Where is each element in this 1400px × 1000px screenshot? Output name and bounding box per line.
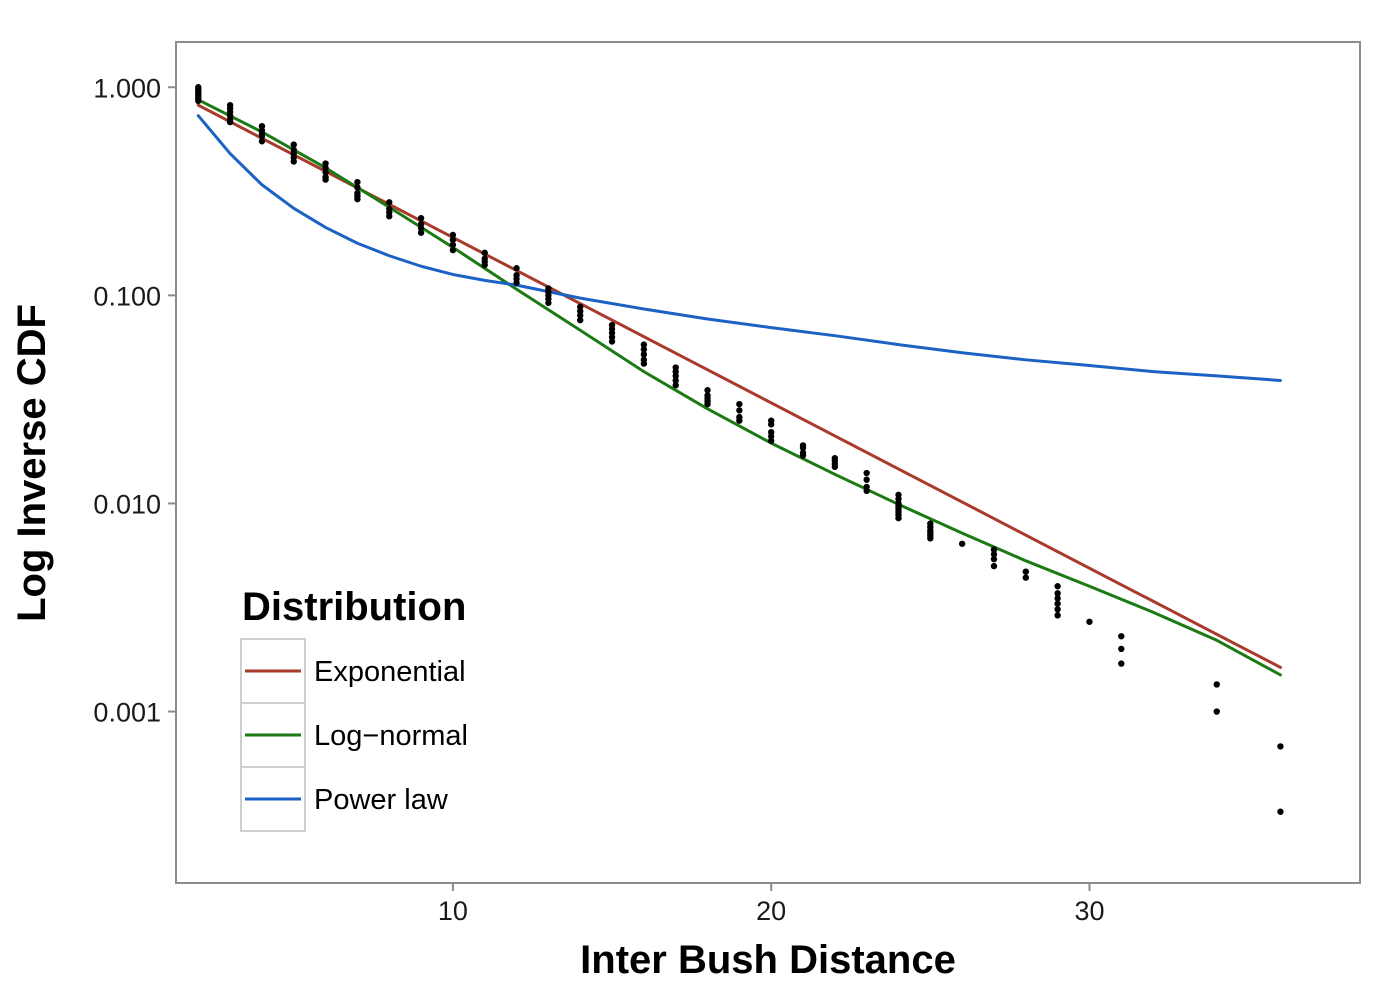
data-point xyxy=(767,433,775,440)
data-point xyxy=(417,225,425,232)
data-point xyxy=(545,299,552,307)
data-point xyxy=(449,236,457,243)
data-point xyxy=(1277,743,1284,750)
data-point xyxy=(608,338,616,345)
data-point xyxy=(322,164,329,172)
data-point xyxy=(640,346,648,353)
data-point xyxy=(226,118,234,126)
data-point xyxy=(863,487,870,495)
data-point xyxy=(640,351,648,358)
data-point xyxy=(1213,708,1220,715)
data-point xyxy=(386,199,393,206)
data-point xyxy=(386,213,393,220)
data-point xyxy=(258,133,266,140)
data-point xyxy=(799,444,807,452)
data-point xyxy=(354,184,361,191)
data-point xyxy=(577,312,584,319)
data-point xyxy=(1086,618,1093,625)
x-tick-label: 30 xyxy=(1074,896,1104,926)
data-point xyxy=(1118,633,1125,640)
data-point xyxy=(354,178,361,186)
data-point xyxy=(1054,590,1061,597)
x-axis: 10 20 30 xyxy=(438,883,1104,926)
data-point xyxy=(449,241,457,248)
series-line-exponential xyxy=(196,103,1282,669)
points-layer xyxy=(195,84,1284,815)
data-point xyxy=(704,400,711,408)
data-point xyxy=(799,452,807,459)
data-point xyxy=(1118,660,1125,667)
data-point xyxy=(354,195,361,203)
y-axis: 1.000 0.100 0.010 0.001 xyxy=(93,73,176,728)
data-point xyxy=(417,214,425,222)
series-line-power-law xyxy=(196,114,1282,382)
data-point xyxy=(258,138,266,145)
legend-label-power-law: Power law xyxy=(314,784,449,816)
data-point xyxy=(481,261,488,269)
data-point xyxy=(767,437,775,445)
data-point xyxy=(195,97,202,105)
data-point xyxy=(736,407,743,414)
x-tick-label: 10 xyxy=(438,896,468,926)
data-point xyxy=(1213,681,1220,688)
data-point xyxy=(895,514,902,522)
y-axis-title: Log Inverse CDF xyxy=(10,304,54,622)
data-point xyxy=(1118,645,1125,653)
y-tick-label: 1.000 xyxy=(93,73,161,103)
data-point xyxy=(672,382,679,389)
data-point xyxy=(417,229,425,236)
data-point xyxy=(290,141,297,148)
data-point xyxy=(927,535,934,542)
data-point xyxy=(481,249,488,257)
data-point xyxy=(990,546,998,553)
data-point xyxy=(322,169,329,176)
series-layer xyxy=(196,98,1282,677)
data-point xyxy=(577,307,584,315)
data-point xyxy=(513,265,520,272)
data-point xyxy=(704,387,711,394)
data-point xyxy=(640,341,648,348)
data-point xyxy=(895,495,902,503)
data-point xyxy=(1022,568,1030,575)
data-point xyxy=(831,463,839,471)
data-point xyxy=(290,158,297,165)
data-point xyxy=(640,360,648,367)
legend-label-exponential: Exponential xyxy=(314,656,466,688)
data-point xyxy=(449,246,457,254)
data-point xyxy=(1277,808,1284,815)
data-point xyxy=(1054,595,1061,602)
data-point xyxy=(1022,574,1030,581)
data-point xyxy=(990,555,998,563)
x-axis-title: Inter Bush Distance xyxy=(580,938,956,982)
plot-panel xyxy=(175,41,1361,884)
data-point xyxy=(577,316,584,324)
data-point xyxy=(513,279,520,286)
data-point xyxy=(322,176,329,183)
data-point xyxy=(863,469,870,477)
data-point xyxy=(958,540,966,547)
data-point xyxy=(672,372,679,380)
data-point xyxy=(608,333,616,341)
y-tick-label: 0.001 xyxy=(93,698,161,728)
data-point xyxy=(1054,612,1061,619)
data-point xyxy=(736,417,743,424)
x-tick-label: 20 xyxy=(756,896,786,926)
data-point xyxy=(449,231,457,239)
series-line-log-normal xyxy=(196,98,1282,677)
data-point xyxy=(990,551,998,558)
data-point xyxy=(1054,583,1061,590)
legend-label-log-normal: Log−normal xyxy=(314,720,468,752)
legend-title: Distribution xyxy=(242,585,466,629)
data-point xyxy=(767,421,775,428)
y-tick-label: 0.100 xyxy=(93,281,161,311)
data-point xyxy=(1054,606,1061,613)
legend: Distribution Exponential Log−normal Powe… xyxy=(240,585,468,832)
data-point xyxy=(1054,600,1061,607)
y-tick-label: 0.010 xyxy=(93,489,161,519)
data-point xyxy=(863,476,870,483)
data-point xyxy=(990,562,998,570)
data-point xyxy=(672,377,679,384)
data-point xyxy=(736,400,743,408)
